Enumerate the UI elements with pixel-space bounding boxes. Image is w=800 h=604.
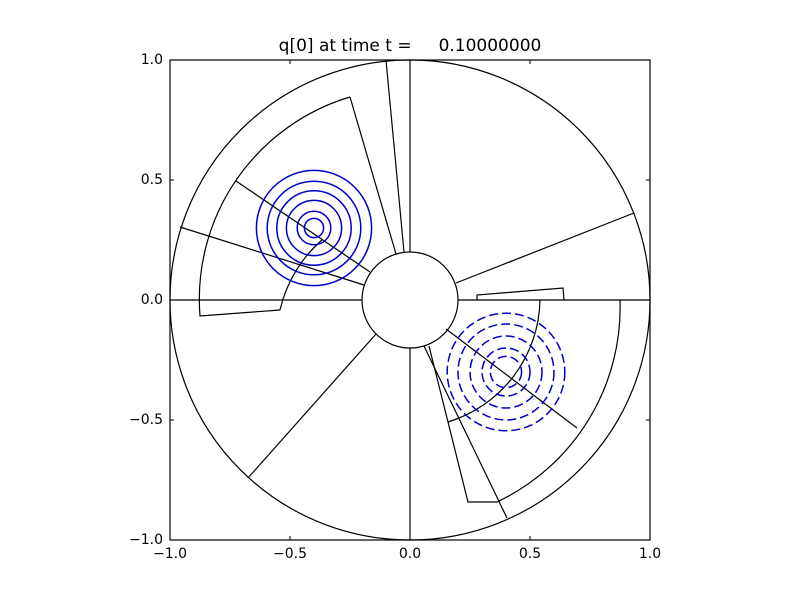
x-tick-label: 1.0 — [639, 546, 661, 562]
contour-line — [255, 169, 373, 287]
contour-line — [469, 335, 543, 409]
contour-line — [489, 355, 523, 389]
contour-line — [285, 199, 343, 257]
contour-line — [266, 180, 362, 276]
x-tick-label: 0.0 — [399, 546, 421, 562]
patch-edge — [455, 212, 635, 284]
patch-edge — [235, 180, 371, 273]
patch-edge — [198, 96, 351, 317]
patch-edge — [428, 299, 621, 503]
patch-edge — [349, 96, 397, 255]
chart-title: q[0] at time t = 0.10000000 — [279, 36, 542, 56]
x-tick-label: −0.5 — [273, 546, 307, 562]
patch-edge — [476, 287, 565, 301]
contour-line — [276, 190, 352, 266]
y-tick-label: 0.0 — [141, 292, 163, 308]
y-tick-label: 1.0 — [141, 52, 163, 68]
y-tick-label: −1.0 — [129, 532, 163, 548]
contour-line — [446, 312, 566, 432]
contour-line — [481, 347, 531, 397]
patch-edge — [385, 59, 405, 253]
contour-line — [457, 323, 555, 421]
patch-edge — [447, 299, 541, 423]
patch-edge — [423, 345, 508, 519]
y-tick-label: −0.5 — [129, 412, 163, 428]
contour-group — [255, 169, 566, 432]
patch-edge — [179, 226, 365, 286]
x-tick-label: 0.5 — [519, 546, 541, 562]
y-tick-label: 0.5 — [141, 172, 163, 188]
contour-line — [296, 210, 332, 246]
patch-edge — [247, 333, 377, 479]
x-tick-label: −1.0 — [153, 546, 187, 562]
contour-line — [303, 217, 325, 239]
